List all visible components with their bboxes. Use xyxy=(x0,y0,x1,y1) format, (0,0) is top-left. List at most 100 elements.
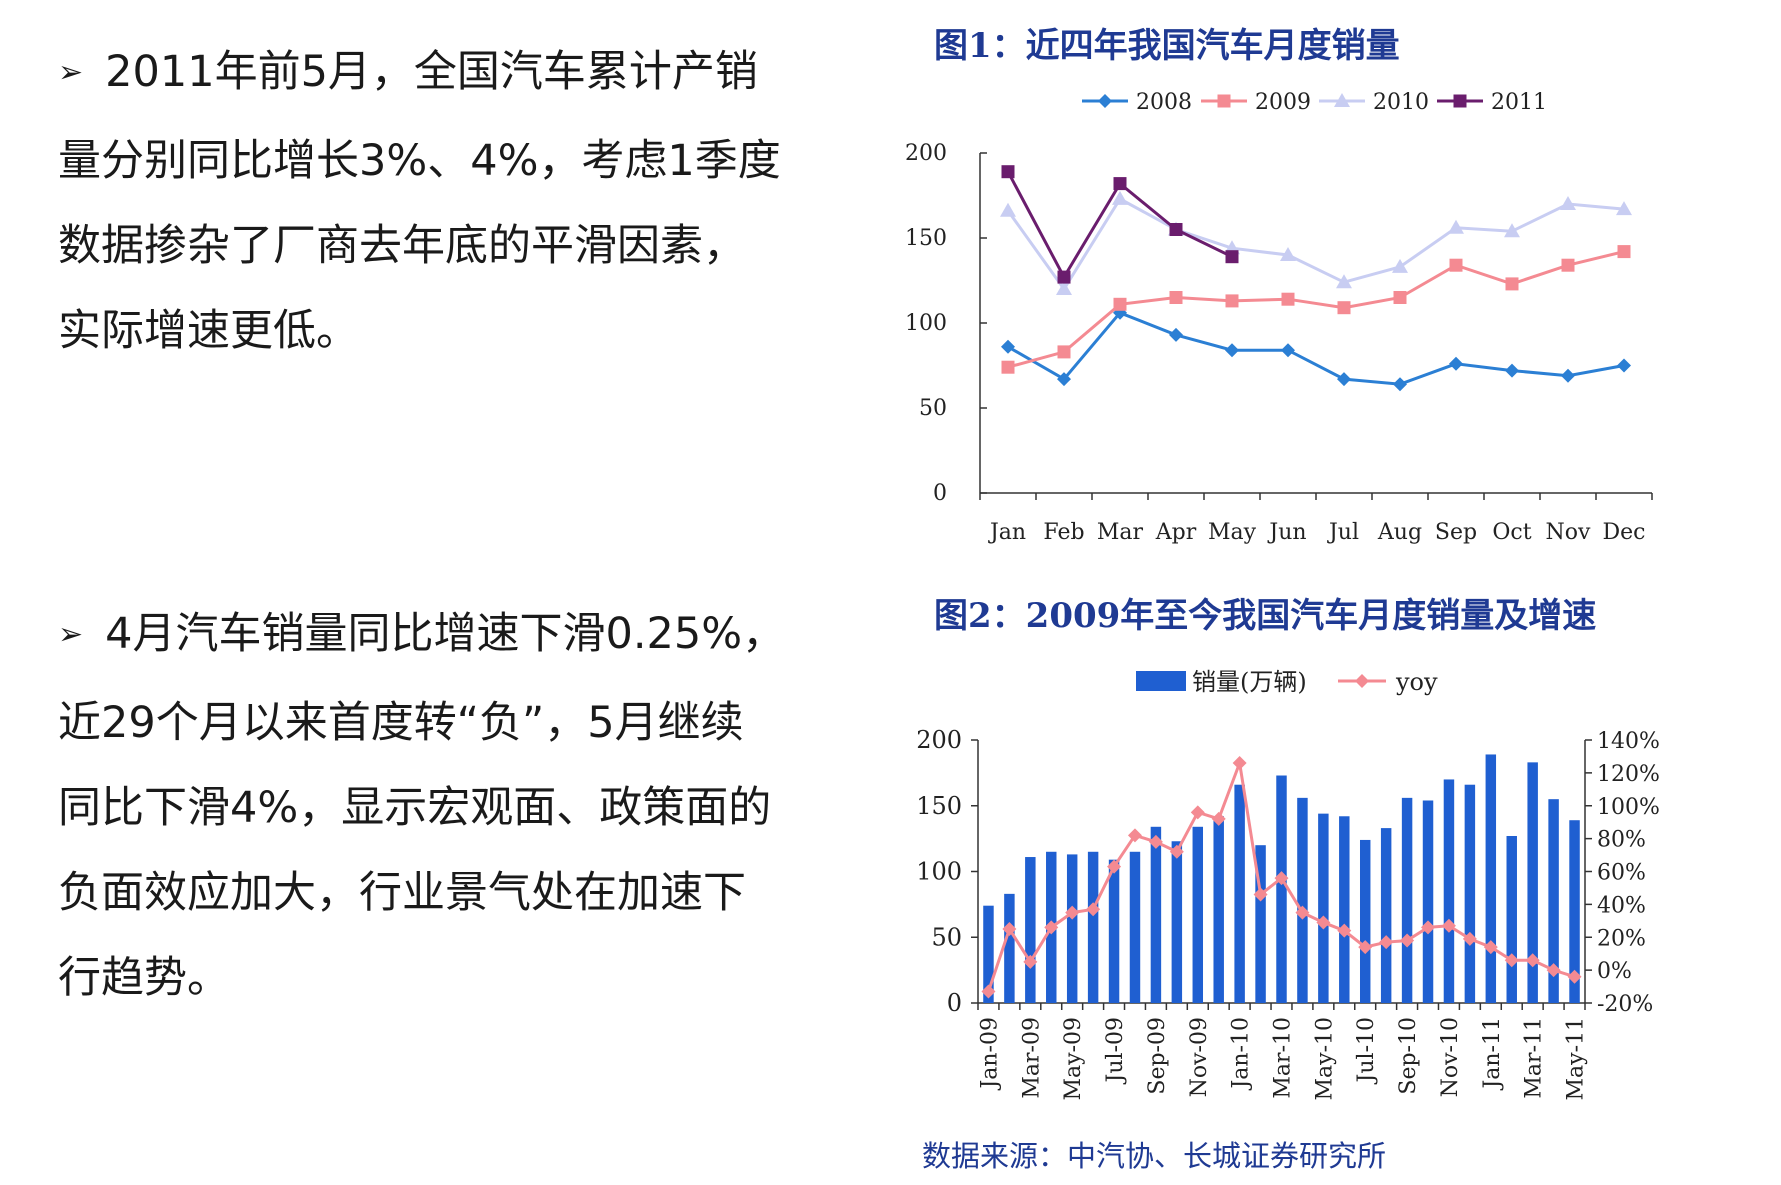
data-point-2010 xyxy=(1336,274,1352,289)
bullet-line: 实际增速更低。 xyxy=(58,306,359,356)
right-y-tick-label: 140% xyxy=(1597,729,1660,754)
data-point-2008 xyxy=(1169,327,1183,342)
bar xyxy=(1192,826,1204,1003)
bar xyxy=(1359,839,1371,1003)
bullet-line: ➢ 4月汽车销量同比增速下滑0.25%， xyxy=(58,609,786,659)
bar xyxy=(1004,893,1015,1003)
legend-marker xyxy=(1217,94,1231,108)
x-tick-label: Jan xyxy=(988,520,1026,545)
bullet-line: 数据掺杂了厂商去年底的平滑因素， xyxy=(58,221,746,271)
x-tick-label: Nov-09 xyxy=(1187,1017,1212,1097)
bar xyxy=(1443,779,1455,1003)
x-tick-label: Sep xyxy=(1435,520,1477,545)
yoy-point xyxy=(1295,905,1310,920)
x-tick-label: Dec xyxy=(1603,520,1646,545)
left-y-tick-label: 200 xyxy=(916,726,962,754)
yoy-point xyxy=(1400,933,1415,948)
left-y-tick-label: 150 xyxy=(916,792,962,820)
legend-label: 销量(万辆) xyxy=(1192,668,1307,696)
bullet-paragraph-1: ➢ 2011年前5月，全国汽车累计产销 量分别同比增长3%、4%，考虑1季度 数据… xyxy=(58,30,878,374)
bar xyxy=(1548,799,1559,1003)
data-point-2010 xyxy=(1448,219,1464,234)
legend-marker xyxy=(1453,94,1467,108)
series-line-2009 xyxy=(1007,250,1625,369)
data-point-2009 xyxy=(1449,258,1463,272)
x-tick-label: Mar xyxy=(1097,520,1144,545)
data-point-2008 xyxy=(1001,339,1015,354)
right-y-tick-label: 20% xyxy=(1597,926,1646,951)
bar xyxy=(1339,816,1350,1003)
bar xyxy=(1087,851,1099,1003)
data-point-2010 xyxy=(1112,190,1128,205)
data-point-2009 xyxy=(1169,291,1183,304)
legend-label: 2008 xyxy=(1136,90,1192,115)
yoy-point xyxy=(1044,920,1059,935)
x-tick-label: Mar-10 xyxy=(1271,1017,1296,1099)
legend-marker xyxy=(1355,674,1369,688)
right-y-tick-label: 100% xyxy=(1597,795,1660,820)
x-tick-label: Jul xyxy=(1327,520,1359,545)
data-point-2010 xyxy=(1560,196,1576,210)
yoy-point xyxy=(1337,923,1352,938)
yoy-point xyxy=(1316,915,1331,930)
bar xyxy=(1025,857,1036,1003)
x-tick-label: Jun xyxy=(1267,520,1306,545)
x-tick-label: Apr xyxy=(1155,520,1197,545)
bar xyxy=(1066,854,1078,1003)
yoy-point xyxy=(1002,922,1017,937)
series-line-2010 xyxy=(1006,196,1625,292)
data-point-2011 xyxy=(1225,250,1239,264)
data-point-2009 xyxy=(1617,245,1631,259)
yoy-point xyxy=(1169,844,1184,859)
data-point-2008 xyxy=(1449,356,1463,371)
yoy-point xyxy=(1567,969,1582,984)
data-point-2010 xyxy=(1280,247,1296,261)
source-note: 数据来源：中汽协、长城证券研究所 xyxy=(922,1139,1387,1173)
x-tick-label: Sep-10 xyxy=(1396,1017,1421,1095)
yoy-point xyxy=(1023,954,1038,969)
legend-marker xyxy=(1098,94,1112,108)
bar xyxy=(1213,816,1224,1003)
yoy-point xyxy=(1086,902,1101,917)
left-y-tick-label: 100 xyxy=(916,858,962,886)
yoy-point xyxy=(1211,811,1226,826)
bar xyxy=(1527,762,1538,1003)
bullet-line: 近29个月以来首度转“负”，5月继续 xyxy=(58,698,744,748)
y-tick-label: 100 xyxy=(905,311,947,336)
data-point-2010 xyxy=(1392,258,1408,273)
x-tick-label: Sep-09 xyxy=(1145,1017,1170,1095)
yoy-point xyxy=(1274,871,1289,886)
yoy-point xyxy=(1358,940,1373,955)
x-tick-label: Jan-09 xyxy=(977,1017,1002,1091)
bar xyxy=(1318,813,1329,1003)
data-point-2009 xyxy=(1505,277,1519,291)
bullet-line: 量分别同比增长3%、4%，考虑1季度 xyxy=(58,136,781,186)
bullet-line: ➢ 2011年前5月，全国汽车累计产销 xyxy=(58,47,758,97)
x-tick-label: Nov xyxy=(1546,520,1591,545)
data-point-2010 xyxy=(1616,201,1632,216)
bar xyxy=(1171,841,1183,1003)
data-point-2010 xyxy=(1056,281,1072,295)
series-line-2008 xyxy=(1007,311,1625,386)
data-point-2008 xyxy=(1393,377,1407,392)
x-tick-label: Mar-09 xyxy=(1019,1017,1044,1099)
y-tick-label: 0 xyxy=(933,481,947,506)
bar xyxy=(1297,797,1308,1003)
bar xyxy=(1422,800,1434,1003)
yoy-point xyxy=(1546,963,1561,978)
yoy-point xyxy=(1127,828,1142,843)
data-point-2008 xyxy=(1561,368,1575,383)
x-tick-label: Jan-10 xyxy=(1229,1017,1254,1091)
yoy-point xyxy=(1190,805,1205,820)
data-point-2008 xyxy=(1505,363,1519,378)
x-tick-label: May-11 xyxy=(1564,1017,1589,1101)
left-y-tick-label: 50 xyxy=(931,923,962,951)
right-y-tick-label: 40% xyxy=(1597,893,1646,918)
yoy-point xyxy=(1148,834,1163,849)
right-y-tick-label: 0% xyxy=(1597,959,1632,984)
data-point-2008 xyxy=(1281,343,1295,358)
data-point-2009 xyxy=(1393,291,1407,304)
bar xyxy=(1485,754,1497,1003)
bar xyxy=(983,905,994,1003)
